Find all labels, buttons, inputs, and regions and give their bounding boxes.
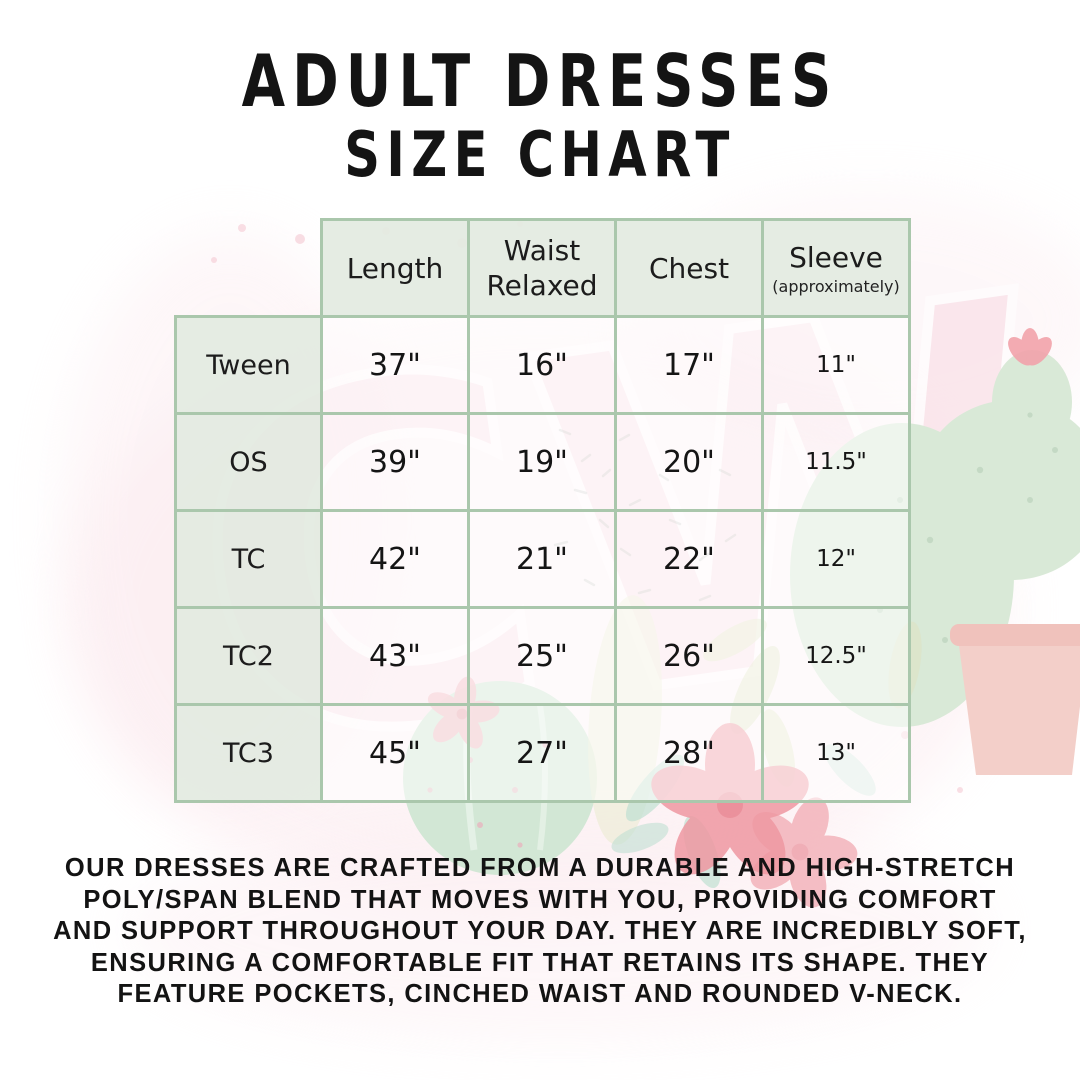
col-header-sleeve: Sleeve (approximately) bbox=[761, 218, 911, 318]
waist-value: 25" bbox=[516, 638, 568, 674]
cactus-pot bbox=[950, 624, 1080, 775]
header-blank-cell bbox=[176, 220, 322, 317]
table-row-tc2: TC2 43" 25" 26" 12.5" bbox=[174, 606, 911, 706]
size-chart-table: Length Waist Relaxed Chest Sleeve (appro… bbox=[174, 218, 911, 803]
waist-value: 16" bbox=[516, 347, 568, 383]
page-title-block: ADULT DRESSES SIZE CHART bbox=[0, 39, 1080, 192]
sleeve-value: 12" bbox=[816, 546, 856, 572]
table-row-tc3: TC3 45" 27" 28" 13" bbox=[174, 703, 911, 803]
col-header-chest: Chest bbox=[614, 218, 764, 318]
length-value: 43" bbox=[369, 638, 421, 674]
col-header-sublabel: (approximately) bbox=[772, 276, 900, 296]
table-row-tween: Tween 37" 16" 17" 11" bbox=[174, 315, 911, 415]
sleeve-value: 11" bbox=[816, 352, 856, 378]
table-row-tc: TC 42" 21" 22" 12" bbox=[174, 509, 911, 609]
product-description: OUR DRESSES ARE CRAFTED FROM A DURABLE A… bbox=[0, 853, 1080, 1011]
page-subtitle: SIZE CHART bbox=[344, 118, 736, 192]
col-header-label: Chest bbox=[648, 251, 730, 285]
waist-value: 27" bbox=[516, 735, 568, 771]
length-value: 39" bbox=[369, 444, 421, 480]
row-label: TC3 bbox=[223, 737, 274, 769]
description-line: ENSURING A COMFORTABLE FIT THAT RETAINS … bbox=[90, 948, 990, 977]
waist-value: 19" bbox=[516, 444, 568, 480]
sleeve-value: 11.5" bbox=[805, 449, 867, 475]
description-line: FEATURE POCKETS, CINCHED WAIST AND ROUND… bbox=[117, 980, 963, 1008]
sleeve-value: 12.5" bbox=[805, 643, 867, 669]
waist-value: 21" bbox=[516, 541, 568, 577]
description-line: AND SUPPORT THROUGHOUT YOUR DAY. THEY AR… bbox=[53, 917, 1027, 945]
cactus-flower bbox=[1008, 328, 1052, 366]
length-value: 45" bbox=[369, 735, 421, 771]
page-title: ADULT DRESSES bbox=[241, 39, 839, 123]
sleeve-value: 13" bbox=[816, 740, 856, 766]
col-header-label: Waist Relaxed bbox=[486, 234, 598, 302]
table-row-os: OS 39" 19" 20" 11.5" bbox=[174, 412, 911, 512]
row-label: TC2 bbox=[223, 640, 274, 672]
length-value: 37" bbox=[369, 347, 421, 383]
table-header-row: Length Waist Relaxed Chest Sleeve (appro… bbox=[176, 218, 911, 318]
description-line: POLY/SPAN BLEND THAT MOVES WITH YOU, PRO… bbox=[83, 885, 997, 914]
chest-value: 22" bbox=[663, 541, 715, 577]
chest-value: 17" bbox=[663, 347, 715, 383]
col-header-waist-relaxed: Waist Relaxed bbox=[467, 218, 617, 318]
col-header-length: Length bbox=[320, 218, 470, 318]
chest-value: 26" bbox=[663, 638, 715, 674]
length-value: 42" bbox=[369, 541, 421, 577]
row-label: Tween bbox=[206, 349, 291, 381]
col-header-label: Length bbox=[346, 251, 444, 285]
row-label: TC bbox=[231, 543, 266, 575]
row-label: OS bbox=[229, 446, 268, 478]
chest-value: 20" bbox=[663, 444, 715, 480]
chest-value: 28" bbox=[663, 735, 715, 771]
description-line: OUR DRESSES ARE CRAFTED FROM A DURABLE A… bbox=[64, 854, 1016, 882]
col-header-label: Sleeve bbox=[789, 240, 883, 274]
